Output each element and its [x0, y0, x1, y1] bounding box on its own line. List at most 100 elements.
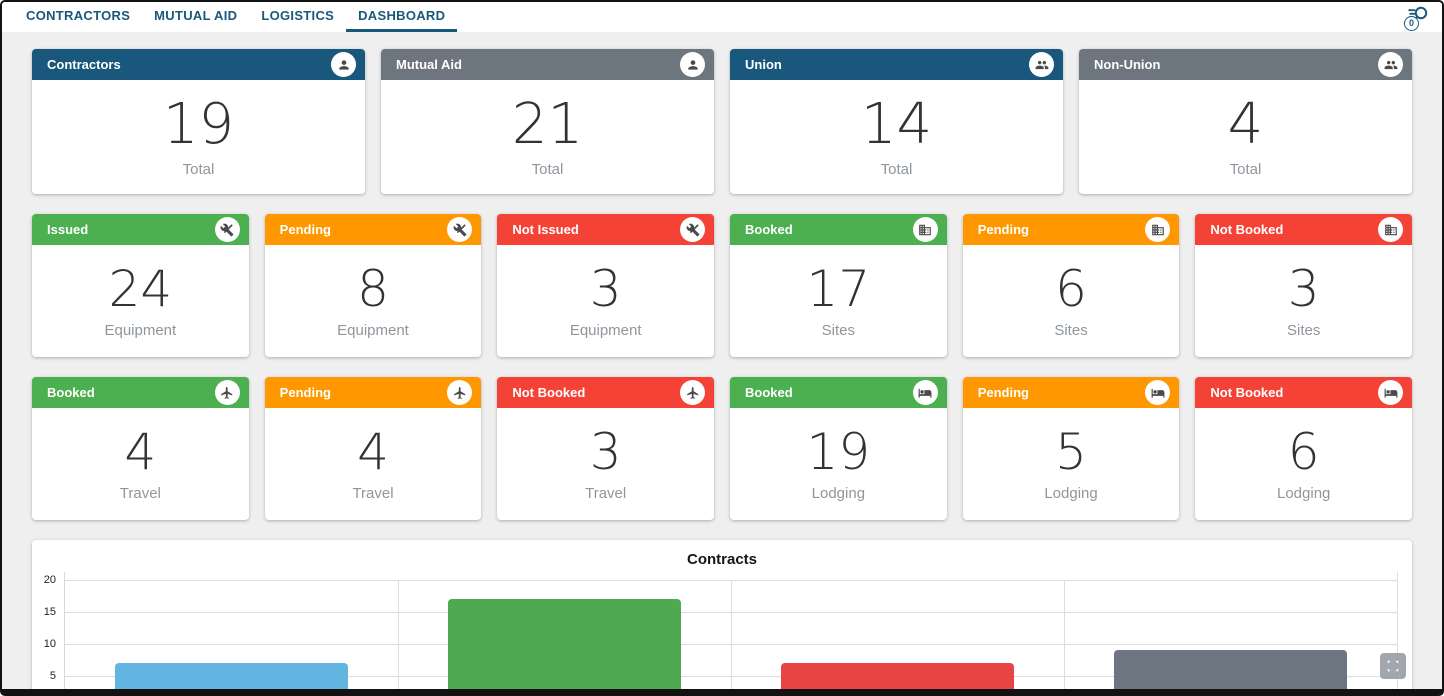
card-title: Pending — [279, 222, 331, 237]
card-header: Not Issued — [497, 214, 715, 245]
card-not-booked-lodging[interactable]: Not Booked 6 Lodging — [1195, 377, 1413, 520]
card-not-booked-sites[interactable]: Not Booked 3 Sites — [1195, 214, 1413, 357]
y-tick-label: 15 — [43, 606, 56, 618]
card-header: Booked — [730, 214, 947, 245]
card-header: Non-Union — [1079, 49, 1412, 80]
y-axis-labels: 20 15 10 5 — [32, 572, 62, 689]
card-booked-travel[interactable]: Booked 4 Travel — [32, 377, 249, 520]
vertical-gridline — [731, 580, 732, 689]
card-booked-lodging[interactable]: Booked 19 Lodging — [730, 377, 947, 520]
card-sublabel: Equipment — [337, 321, 409, 339]
bed-icon — [912, 380, 938, 405]
card-value: 4 — [357, 423, 389, 482]
card-sublabel: Equipment — [104, 321, 177, 339]
card-value: 3 — [589, 260, 622, 319]
card-header: Union — [730, 49, 1063, 80]
group-icon — [1029, 52, 1054, 77]
card-body: 6 Sites — [963, 245, 1180, 357]
card-contractors-total[interactable]: Contractors 19 Total — [32, 49, 365, 194]
card-pending-lodging[interactable]: Pending 5 Lodging — [962, 377, 1180, 520]
card-non-union-total[interactable]: Non-Union 4 Total — [1079, 49, 1412, 194]
card-body: 6 Lodging — [1195, 408, 1412, 520]
card-sublabel: Travel — [352, 484, 394, 502]
card-value: 6 — [1287, 423, 1320, 482]
card-sublabel: Total — [1229, 160, 1262, 178]
group-icon — [1378, 52, 1403, 77]
card-union-total[interactable]: Union 14 Total — [730, 49, 1063, 194]
chart-plot — [64, 572, 1398, 689]
card-sublabel: Lodging — [1277, 484, 1331, 502]
card-title: Not Booked — [1210, 222, 1284, 237]
search-badge: 0 — [1404, 16, 1419, 31]
tab-mutual-aid[interactable]: MUTUAL AID — [154, 8, 238, 23]
bed-icon — [1145, 380, 1171, 405]
card-issued-equipment[interactable]: Issued 24 Equipment — [32, 214, 249, 357]
card-value: 19 — [806, 423, 871, 482]
chart-title: Contracts — [686, 551, 757, 568]
card-title: Union — [745, 57, 782, 72]
nav-tabs: CONTRACTORS MUTUAL AID LOGISTICS DASHBOARD — [14, 2, 458, 32]
card-sublabel: Total — [182, 160, 215, 178]
tools-icon — [680, 217, 706, 242]
card-title: Booked — [745, 222, 793, 237]
card-title: Booked — [47, 385, 95, 400]
card-value: 8 — [357, 260, 389, 319]
card-header: Pending — [962, 377, 1180, 408]
card-booked-sites[interactable]: Booked 17 Sites — [730, 214, 947, 357]
card-title: Mutual Aid — [396, 57, 462, 72]
vertical-gridline — [398, 580, 399, 689]
equipment-sites-row: Issued 24 Equipment Pending 8 Equipment Not Is… — [32, 214, 1413, 357]
card-title: Contractors — [47, 57, 121, 72]
card-body: 3 Sites — [1195, 245, 1412, 357]
search-button[interactable]: 0 — [1403, 2, 1430, 32]
card-value: 4 — [1227, 92, 1264, 158]
airplane-icon — [214, 380, 240, 405]
card-title: Pending — [279, 385, 331, 400]
card-header: Pending — [264, 377, 482, 408]
card-header: Issued — [32, 214, 249, 245]
card-value: 14 — [860, 92, 933, 158]
card-sublabel: Travel — [119, 484, 161, 502]
contracts-bar-3 — [780, 663, 1015, 689]
contracts-bar-4 — [1113, 650, 1348, 689]
card-body: 19 Total — [32, 80, 365, 194]
tab-contractors[interactable]: CONTRACTORS — [26, 8, 131, 23]
card-value: 21 — [511, 92, 584, 158]
card-value: 3 — [1287, 260, 1320, 319]
card-value: 24 — [108, 260, 173, 319]
summary-row: Contractors 19 Total Mutual Aid 21 Total Union… — [32, 49, 1412, 194]
y-tick-label: 5 — [49, 670, 56, 682]
person-icon — [680, 52, 705, 77]
card-value: 17 — [806, 260, 871, 319]
card-sublabel: Total — [880, 160, 913, 178]
card-pending-equipment[interactable]: Pending 8 Equipment — [264, 214, 482, 357]
card-title: Not Issued — [512, 222, 579, 237]
tools-icon — [214, 217, 240, 242]
card-not-booked-travel[interactable]: Not Booked 3 Travel — [497, 377, 715, 520]
card-header: Not Booked — [497, 377, 715, 408]
card-body: 21 Total — [381, 80, 714, 194]
building-icon — [912, 217, 938, 242]
card-header: Not Booked — [1195, 377, 1413, 408]
card-header: Booked — [32, 377, 249, 408]
card-pending-sites[interactable]: Pending 6 Sites — [962, 214, 1180, 357]
y-tick-label: 20 — [43, 574, 56, 586]
tools-icon — [447, 217, 473, 242]
card-header: Contractors — [32, 49, 365, 80]
airplane-icon — [680, 380, 706, 405]
card-sublabel: Sites — [1287, 321, 1321, 339]
card-header: Mutual Aid — [381, 49, 714, 80]
travel-lodging-row: Booked 4 Travel Pending 4 Travel Not Booked 3 Tr… — [32, 377, 1413, 520]
airplane-icon — [447, 380, 473, 405]
tab-logistics[interactable]: LOGISTICS — [261, 8, 335, 23]
card-not-issued-equipment[interactable]: Not Issued 3 Equipment — [497, 214, 715, 357]
card-title: Not Booked — [512, 385, 586, 400]
tab-dashboard[interactable]: DASHBOARD — [346, 2, 458, 32]
card-header: Pending — [962, 214, 1180, 245]
card-sublabel: Lodging — [1044, 484, 1098, 502]
y-tick-label: 10 — [43, 638, 56, 650]
card-sublabel: Travel — [585, 484, 627, 502]
card-mutual-aid-total[interactable]: Mutual Aid 21 Total — [381, 49, 714, 194]
card-pending-travel[interactable]: Pending 4 Travel — [264, 377, 482, 520]
fullscreen-button[interactable] — [1380, 653, 1406, 679]
